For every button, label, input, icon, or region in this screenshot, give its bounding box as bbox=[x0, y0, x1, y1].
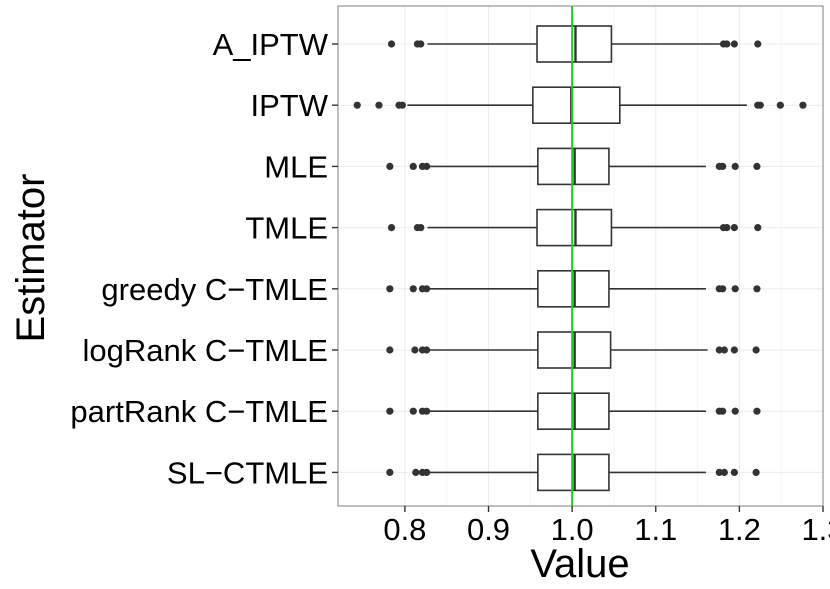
outlier-point bbox=[386, 162, 394, 170]
outlier-point bbox=[411, 346, 419, 354]
y-tick-label: TMLE bbox=[245, 211, 328, 246]
iqr-box bbox=[537, 269, 610, 308]
outlier-point bbox=[715, 468, 723, 476]
y-tick-label: logRank C−TMLE bbox=[82, 333, 328, 368]
outlier-point bbox=[423, 468, 431, 476]
x-tick-label: 0.9 bbox=[467, 512, 510, 547]
box-6 bbox=[386, 331, 760, 369]
panel-border bbox=[337, 5, 824, 507]
x-axis-title: Value bbox=[530, 542, 629, 586]
outlier-point bbox=[752, 346, 760, 354]
outlier-point bbox=[409, 285, 417, 293]
outlier-point bbox=[731, 285, 739, 293]
x-tick-label: 1.2 bbox=[718, 512, 761, 547]
boxes-layer bbox=[353, 25, 807, 492]
grid bbox=[338, 6, 824, 506]
x-tick-label: 1.0 bbox=[551, 512, 594, 547]
iqr-box bbox=[537, 392, 610, 431]
outlier-point bbox=[756, 101, 764, 109]
outlier-point bbox=[412, 468, 420, 476]
outlier-point bbox=[753, 162, 761, 170]
outlier-point bbox=[423, 346, 431, 354]
outlier-point bbox=[353, 101, 361, 109]
outlier-point bbox=[398, 101, 406, 109]
outlier-point bbox=[386, 346, 394, 354]
iqr-box bbox=[532, 86, 621, 124]
axes: A_IPTW IPTW MLE TMLE greedy C−TMLE logRank C−… bbox=[70, 27, 830, 547]
outlier-point bbox=[409, 407, 417, 415]
outlier-point bbox=[731, 407, 739, 415]
outlier-point bbox=[799, 101, 807, 109]
box-3 bbox=[386, 147, 761, 186]
iqr-box bbox=[537, 453, 610, 492]
iqr-box bbox=[537, 147, 610, 186]
outlier-point bbox=[387, 40, 396, 48]
outlier-point bbox=[731, 162, 739, 170]
y-tick-label: MLE bbox=[264, 149, 328, 184]
y-tick-label: partRank C−TMLE bbox=[70, 394, 328, 429]
outlier-point bbox=[386, 468, 394, 476]
outlier-point bbox=[417, 40, 425, 48]
outlier-point bbox=[730, 224, 738, 232]
box-2 bbox=[353, 86, 807, 124]
x-tick-label: 0.8 bbox=[383, 512, 426, 547]
x-tick-label: 1.3 bbox=[801, 512, 830, 547]
y-tick-label: greedy C−TMLE bbox=[101, 272, 328, 307]
box-4 bbox=[387, 208, 762, 247]
outlier-point bbox=[719, 162, 727, 170]
box-8 bbox=[386, 453, 760, 492]
outlier-point bbox=[730, 40, 738, 48]
outlier-point bbox=[375, 101, 383, 109]
outlier-point bbox=[723, 40, 731, 48]
outlier-point bbox=[730, 468, 738, 476]
y-tick-label: A_IPTW bbox=[213, 27, 329, 62]
outlier-point bbox=[723, 224, 731, 232]
outlier-point bbox=[754, 40, 762, 48]
box-7 bbox=[386, 392, 761, 431]
outlier-point bbox=[719, 285, 727, 293]
outlier-point bbox=[753, 285, 761, 293]
outlier-point bbox=[423, 285, 431, 293]
outlier-point bbox=[720, 468, 728, 476]
outlier-point bbox=[387, 224, 396, 232]
outlier-point bbox=[423, 162, 431, 170]
y-tick-label: SL−CTMLE bbox=[167, 455, 328, 490]
outlier-point bbox=[730, 346, 738, 354]
outlier-point bbox=[720, 346, 728, 354]
outlier-point bbox=[776, 101, 784, 109]
outlier-point bbox=[423, 407, 431, 415]
iqr-box bbox=[536, 208, 613, 247]
outlier-point bbox=[409, 162, 417, 170]
box-5 bbox=[386, 269, 761, 308]
outlier-point bbox=[753, 407, 761, 415]
outlier-point bbox=[715, 346, 723, 354]
outlier-point bbox=[386, 407, 394, 415]
x-tick-label: 1.1 bbox=[634, 512, 677, 547]
outlier-point bbox=[752, 468, 760, 476]
outlier-point bbox=[754, 224, 762, 232]
y-tick-label: IPTW bbox=[251, 88, 329, 123]
outlier-point bbox=[386, 285, 394, 293]
iqr-box bbox=[536, 25, 613, 63]
box-1 bbox=[387, 25, 762, 63]
outlier-point bbox=[417, 224, 425, 232]
y-axis-title: Estimator bbox=[9, 174, 53, 343]
outlier-point bbox=[719, 407, 727, 415]
